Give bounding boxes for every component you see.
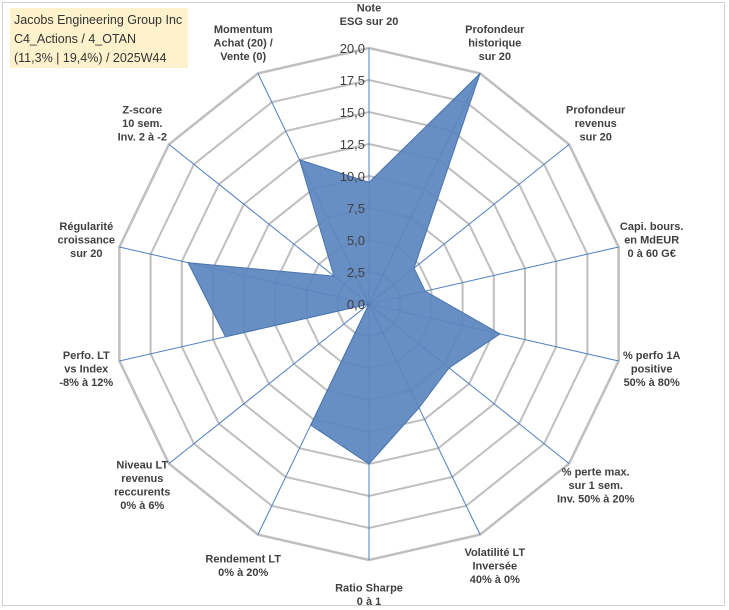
- axis-label-9-line-3: 0% à 6%: [120, 500, 164, 512]
- axis-label-11-line-1: croissance: [58, 235, 115, 247]
- axis-label-12-line-0: Z-score: [122, 105, 162, 117]
- axis-label-2-line-1: revenus: [575, 118, 617, 130]
- title-line-category: C4_Actions / 4_OTAN: [14, 32, 137, 46]
- title-line-period: (11,3% | 19,4%) / 2025W44: [14, 51, 167, 65]
- tick-layer: 0,0 2,5 5,0 7,5 10,0 12,5 15,0 17,5 20,0: [340, 41, 365, 312]
- axis-label-1-line-1: historique: [468, 38, 521, 50]
- axis-label-7: Ratio Sharpe 0 à 1: [335, 582, 403, 608]
- axis-label-5-line-1: sur 1 sem.: [568, 480, 622, 492]
- tick-label-3: 7,5: [347, 201, 365, 216]
- axis-label-9-line-0: Niveau LT: [116, 460, 168, 472]
- axis-label-13-line-2: Vente (0): [220, 51, 266, 63]
- axis-label-1-line-0: Profondeur: [465, 24, 525, 36]
- axis-label-8: Rendement LT0% à 20%: [205, 554, 281, 580]
- axis-label-8-line-1: 0% à 20%: [218, 567, 268, 579]
- axis-label-9-line-2: reccurents: [114, 487, 170, 499]
- series-layer: [187, 73, 501, 465]
- axis-label-5: % perte max. sur 1 sem.Inv. 50% à 20%: [557, 466, 635, 505]
- axis-label-0: Note ESG sur 20: [340, 2, 399, 28]
- axis-label-3-line-0: Capi. bours.: [620, 221, 684, 233]
- tick-label-0: 0,0: [347, 297, 365, 312]
- tick-label-2: 5,0: [347, 233, 365, 248]
- series-area: [187, 73, 501, 465]
- axis-label-7-line-0: Ratio Sharpe: [335, 582, 403, 594]
- axis-label-9-line-1: revenus: [121, 473, 163, 485]
- axis-label-3-line-2: 0 à 60 G€: [628, 248, 676, 260]
- axis-label-3-line-1: en MdEUR: [624, 235, 679, 247]
- axis-label-5-line-0: % perte max.: [562, 466, 630, 478]
- tick-label-7: 17,5: [340, 73, 365, 88]
- axis-label-4-line-2: 50% à 80%: [624, 377, 680, 389]
- axis-label-4-line-1: positive: [631, 364, 673, 376]
- axis-label-2-line-0: Profondeur: [566, 105, 626, 117]
- axis-label-0-line-0: Note: [357, 2, 381, 14]
- tick-label-1: 2,5: [347, 265, 365, 280]
- axis-label-10-line-2: -8% à 12%: [59, 377, 113, 389]
- axis-label-10-line-1: vs Index: [64, 364, 109, 376]
- spoke-9: [168, 303, 370, 464]
- axis-label-2-line-2: sur 20: [579, 132, 611, 144]
- axis-label-10-line-0: Perfo. LT: [63, 350, 110, 362]
- axis-label-12-line-2: Inv. 2 à -2: [118, 132, 167, 144]
- axis-label-12-line-1: 10 sem.: [122, 118, 162, 130]
- tick-label-5: 12,5: [340, 137, 365, 152]
- axis-label-0-line-1: ESG sur 20: [340, 16, 399, 28]
- axis-label-13-line-1: Achat (20) /: [214, 38, 273, 50]
- axis-label-1-line-2: sur 20: [479, 51, 511, 63]
- axis-label-11-line-0: Régularité: [59, 221, 113, 233]
- tick-label-8: 20,0: [340, 41, 365, 56]
- axis-label-6-line-2: 40% à 0%: [470, 574, 520, 586]
- axis-label-6-line-1: Inversée: [472, 560, 517, 572]
- axis-label-8-line-0: Rendement LT: [205, 554, 281, 566]
- axis-label-6-line-0: Volatilité LT: [464, 547, 525, 559]
- axis-label-10: Perfo. LT vs Index-8% à 12%: [59, 350, 113, 389]
- axis-label-7-line-1: 0 à 1: [357, 596, 381, 608]
- axis-label-13: Momentum Achat (20) /Vente (0): [214, 24, 273, 63]
- axis-label-13-line-0: Momentum: [214, 24, 273, 36]
- axis-label-11-line-2: sur 20: [70, 248, 102, 260]
- tick-label-4: 10,0: [340, 169, 365, 184]
- title-line-company: Jacobs Engineering Group Inc: [14, 13, 183, 27]
- chart-title-box: Jacobs Engineering Group Inc C4_Actions …: [10, 8, 188, 68]
- axis-label-4-line-0: % perfo 1A: [623, 350, 681, 362]
- tick-label-6: 15,0: [340, 105, 365, 120]
- axis-label-5-line-2: Inv. 50% à 20%: [557, 493, 635, 505]
